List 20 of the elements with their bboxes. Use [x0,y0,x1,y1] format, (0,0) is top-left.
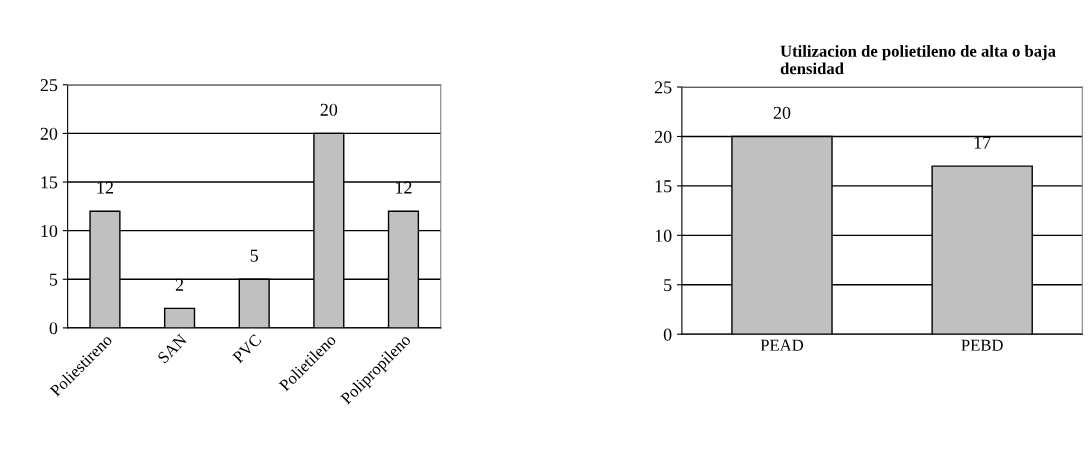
y-tick-label: 20 [654,130,672,143]
data-label: 20 [773,106,791,119]
data-label: 20 [320,103,338,116]
x-tick-label: PEBD [961,339,1003,351]
chart-title: Utilizacion de polietileno de alta o baja densidad [780,45,1056,75]
y-tick-label: 15 [655,180,672,193]
y-tick-label: 5 [49,273,58,286]
y-tick-label: 10 [655,229,672,242]
y-tick-label: 0 [49,322,58,335]
y-tick-label: 20 [40,127,58,140]
data-label: 5 [250,249,259,262]
x-tick-label: PEAD [760,339,804,351]
data-label: 12 [97,181,113,194]
y-tick-label: 25 [40,79,58,92]
y-tick-label: 15 [41,176,58,189]
y-tick-label: 0 [663,328,672,341]
data-label: 12 [396,181,412,194]
y-tick-label: 10 [41,224,58,238]
y-tick-label: 25 [654,81,672,94]
y-tick-label: 5 [664,279,672,292]
